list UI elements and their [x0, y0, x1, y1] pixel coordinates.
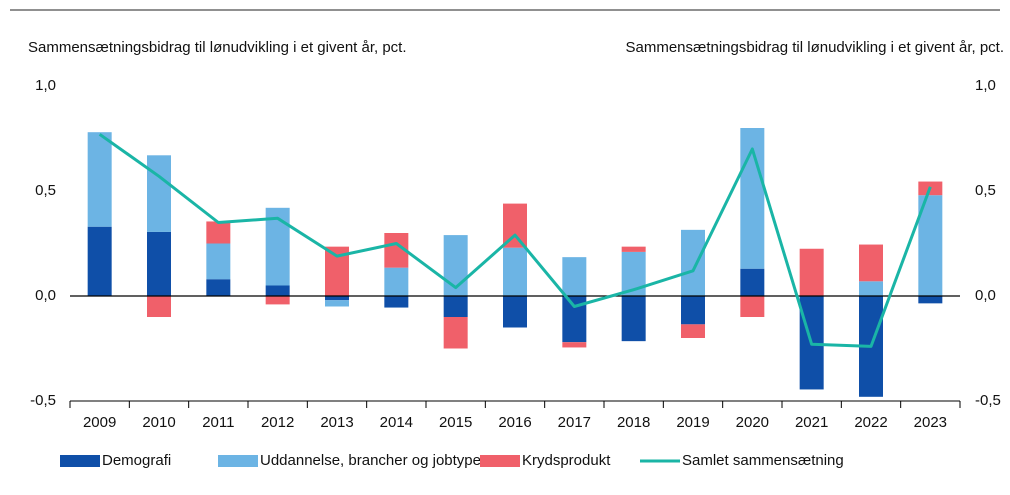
- x-tick-label: 2009: [83, 414, 116, 431]
- x-tick-label: 2022: [854, 414, 887, 431]
- bar: [265, 285, 290, 296]
- bar: [206, 243, 231, 280]
- bar: [265, 296, 290, 305]
- legend-label: Demografi: [102, 452, 171, 469]
- bar: [681, 229, 705, 296]
- bar: [799, 248, 824, 296]
- y-axis-label: Sammensætningsbidrag til lønudvikling i …: [28, 39, 407, 56]
- bar: [681, 324, 705, 338]
- bar: [443, 296, 468, 317]
- y-tick-label: 1,0: [35, 77, 56, 94]
- x-tick-label: 2012: [261, 414, 294, 431]
- x-tick-label: 2023: [914, 414, 947, 431]
- x-tick-label: 2016: [498, 414, 531, 431]
- legend-swatch: [60, 455, 100, 467]
- x-tick-label: 2021: [795, 414, 828, 431]
- y2-tick-label: 0,0: [975, 287, 996, 304]
- x-tick-label: 2010: [142, 414, 175, 431]
- bar: [503, 296, 527, 328]
- bar: [740, 268, 765, 296]
- bar: [384, 296, 409, 308]
- bar: [562, 257, 587, 296]
- bar: [562, 342, 587, 348]
- bar: [621, 246, 646, 252]
- bar: [621, 296, 646, 342]
- x-tick-label: 2020: [736, 414, 769, 431]
- x-tick-label: 2014: [380, 414, 413, 431]
- bar: [206, 221, 231, 244]
- bar: [740, 296, 765, 317]
- x-tick-label: 2011: [202, 414, 234, 431]
- y2-tick-label: 0,5: [975, 182, 996, 199]
- bar: [87, 132, 112, 227]
- y2-tick-label: 1,0: [975, 77, 996, 94]
- legend-label: Krydsprodukt: [522, 452, 611, 469]
- legend-label: Uddannelse, brancher og jobtyper: [260, 452, 486, 469]
- bar: [384, 267, 409, 296]
- x-tick-label: 2019: [676, 414, 709, 431]
- bar: [918, 296, 943, 304]
- bar: [503, 247, 527, 296]
- y-tick-label: 0,0: [35, 287, 56, 304]
- x-tick-label: 2017: [558, 414, 591, 431]
- bar: [859, 244, 883, 282]
- bar: [325, 300, 349, 307]
- legend-swatch: [480, 455, 520, 467]
- bar: [147, 231, 171, 296]
- line-series: [98, 133, 932, 348]
- bar: [147, 155, 171, 232]
- legend-swatch: [218, 455, 258, 467]
- bar: [681, 296, 705, 325]
- x-tick-label: 2018: [617, 414, 650, 431]
- bar: [87, 226, 112, 296]
- x-tick-label: 2015: [439, 414, 472, 431]
- bar: [859, 281, 883, 296]
- bar: [443, 317, 468, 349]
- bar: [325, 296, 349, 301]
- y-tick-label: -0,5: [30, 392, 56, 409]
- bar: [265, 207, 290, 286]
- y2-tick-label: -0,5: [975, 392, 1001, 409]
- legend-label: Samlet sammensætning: [682, 452, 844, 469]
- bar: [206, 279, 231, 296]
- bar: [147, 296, 171, 317]
- x-tick-label: 2013: [320, 414, 353, 431]
- y2-axis-label: Sammensætningsbidrag til lønudvikling i …: [625, 39, 1004, 56]
- y-tick-label: 0,5: [35, 182, 56, 199]
